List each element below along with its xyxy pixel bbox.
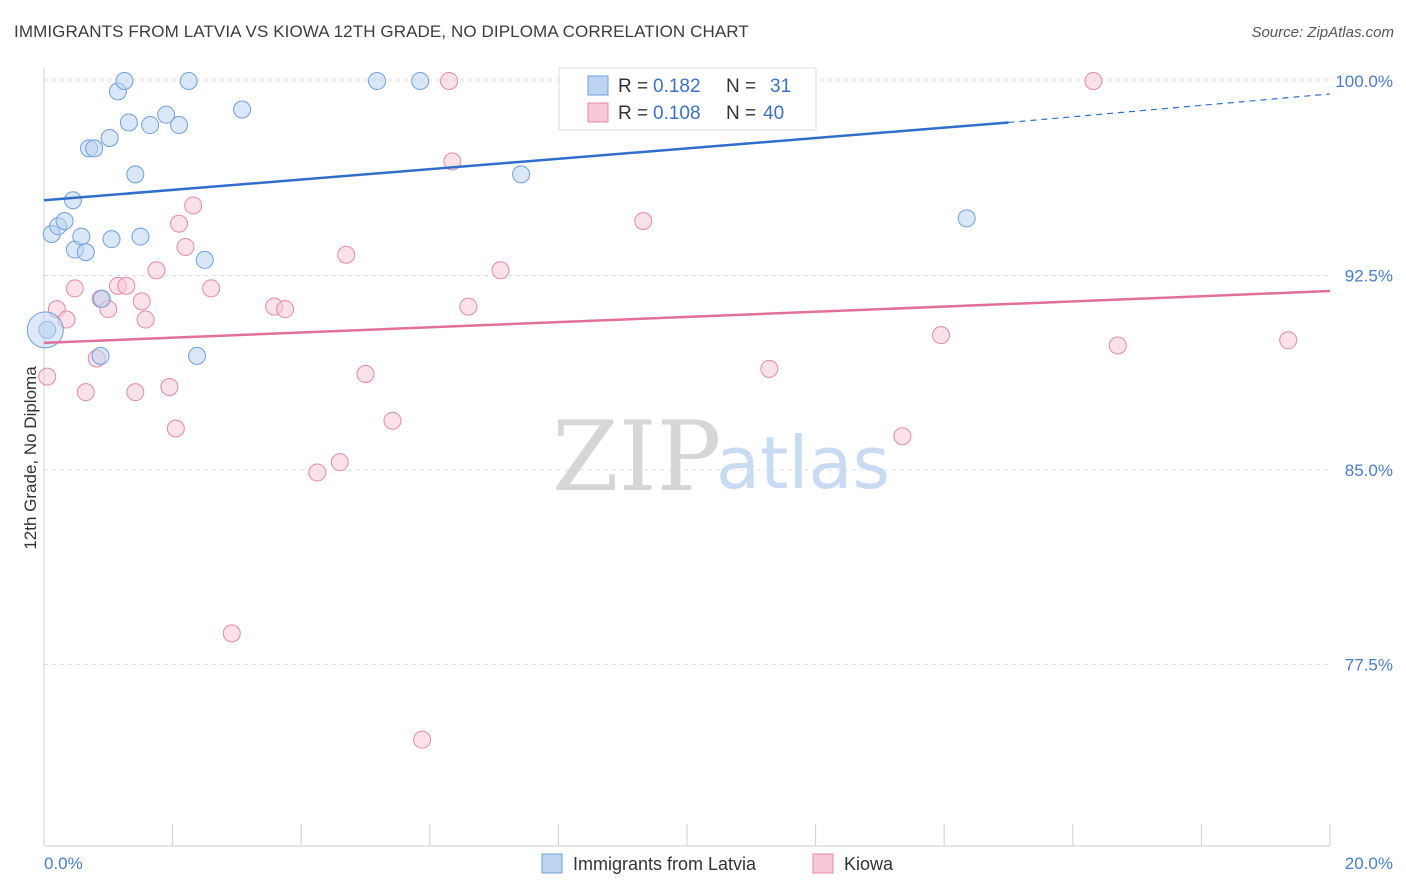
point-kiowa [136, 310, 155, 329]
point-kiowa [440, 71, 459, 90]
bottom-legend-swatch-kiowa [812, 853, 834, 874]
legend-r-value-latvia: 0.182 [653, 76, 701, 97]
x-tick-label-min: 0.0% [44, 854, 83, 873]
point-kiowa [132, 292, 151, 311]
point-latvia [411, 71, 430, 90]
point-latvia [170, 116, 189, 135]
point-kiowa [356, 365, 375, 384]
legend-n-label-latvia: N = [726, 76, 756, 97]
point-latvia [119, 113, 138, 132]
legend-r-value-kiowa: 0.108 [653, 103, 701, 124]
trend-line-latvia [43, 121, 1009, 202]
legend-n-label-kiowa: N = [726, 103, 756, 124]
point-latvia [100, 129, 119, 148]
point-kiowa [160, 377, 179, 396]
watermark-atlas: atlas [716, 421, 890, 505]
y-tick-label: 77.5% [1345, 655, 1393, 674]
point-latvia [195, 250, 214, 269]
point-kiowa [202, 279, 221, 298]
point-kiowa [147, 261, 166, 280]
chart-title: IMMIGRANTS FROM LATVIA VS KIOWA 12TH GRA… [14, 22, 749, 41]
point-latvia [91, 346, 110, 365]
point-kiowa [276, 300, 295, 319]
y-tick-label: 85.0% [1345, 461, 1393, 480]
point-latvia [512, 165, 531, 184]
point-kiowa [308, 463, 327, 482]
bottom-legend-label-kiowa: Kiowa [844, 854, 894, 874]
point-kiowa [1108, 336, 1127, 355]
point-latvia [55, 212, 74, 231]
point-kiowa [166, 419, 185, 438]
point-kiowa [38, 367, 57, 386]
point-latvia [188, 346, 207, 365]
point-kiowa [170, 214, 189, 233]
gridlines [44, 78, 1330, 665]
point-kiowa [931, 326, 950, 345]
point-kiowa [893, 427, 912, 446]
point-kiowa [383, 411, 402, 430]
legend-swatch-latvia [587, 75, 609, 96]
trend-lines [43, 93, 1331, 345]
point-latvia [92, 289, 111, 308]
point-latvia [233, 100, 252, 119]
point-kiowa [1279, 331, 1298, 350]
legend-r-label-latvia: R = [618, 76, 648, 97]
stats-legend: R = 0.182 N = 31 R = 0.108 N = 40 [558, 67, 817, 131]
x-tick-label-max: 20.0% [1345, 854, 1393, 873]
trend-line-latvia-extension [1008, 93, 1331, 124]
point-kiowa [337, 245, 356, 264]
series-latvia-points [26, 71, 976, 365]
watermark-zip: ZIP [552, 401, 721, 513]
trend-line-kiowa [43, 289, 1331, 345]
series-legend: Immigrants from Latvia Kiowa [541, 853, 894, 874]
point-latvia [85, 139, 104, 158]
point-latvia [102, 230, 121, 249]
point-latvia [115, 71, 134, 90]
point-kiowa [634, 212, 653, 231]
bottom-legend-swatch-latvia [541, 853, 563, 874]
point-kiowa [222, 624, 241, 643]
point-kiowa [760, 359, 779, 378]
point-latvia [179, 71, 198, 90]
point-latvia [157, 105, 176, 124]
point-latvia [76, 243, 95, 262]
point-latvia [72, 227, 91, 246]
point-latvia [141, 116, 160, 135]
bottom-legend-label-latvia: Immigrants from Latvia [573, 854, 757, 874]
legend-r-label-kiowa: R = [618, 103, 648, 124]
point-latvia [26, 311, 64, 349]
legend-n-value-kiowa: 40 [763, 103, 784, 124]
y-tick-label: 92.5% [1345, 266, 1393, 285]
legend-n-value-latvia: 31 [770, 76, 791, 97]
point-latvia [368, 71, 387, 90]
point-latvia [63, 191, 82, 210]
y-tick-labels: 77.5% 85.0% 92.5% 100.0% [1335, 72, 1393, 675]
point-latvia [131, 227, 150, 246]
legend-swatch-kiowa [587, 102, 609, 123]
point-kiowa [184, 196, 203, 215]
point-kiowa [491, 261, 510, 280]
point-kiowa [443, 152, 462, 171]
point-kiowa [176, 237, 195, 256]
point-kiowa [459, 297, 478, 316]
point-kiowa [76, 383, 95, 402]
point-kiowa [126, 383, 145, 402]
point-latvia [126, 165, 145, 184]
point-kiowa [65, 279, 84, 298]
axes [43, 68, 1331, 847]
point-kiowa [1084, 71, 1103, 90]
point-kiowa [413, 730, 432, 749]
point-kiowa [117, 276, 136, 295]
y-axis-title: 12th Grade, No Diploma [21, 366, 40, 550]
source-label: Source: ZipAtlas.com [1251, 24, 1394, 41]
y-tick-label: 100.0% [1335, 72, 1393, 91]
point-latvia [957, 209, 976, 228]
series-kiowa-points [38, 71, 1298, 749]
point-kiowa [330, 453, 349, 472]
